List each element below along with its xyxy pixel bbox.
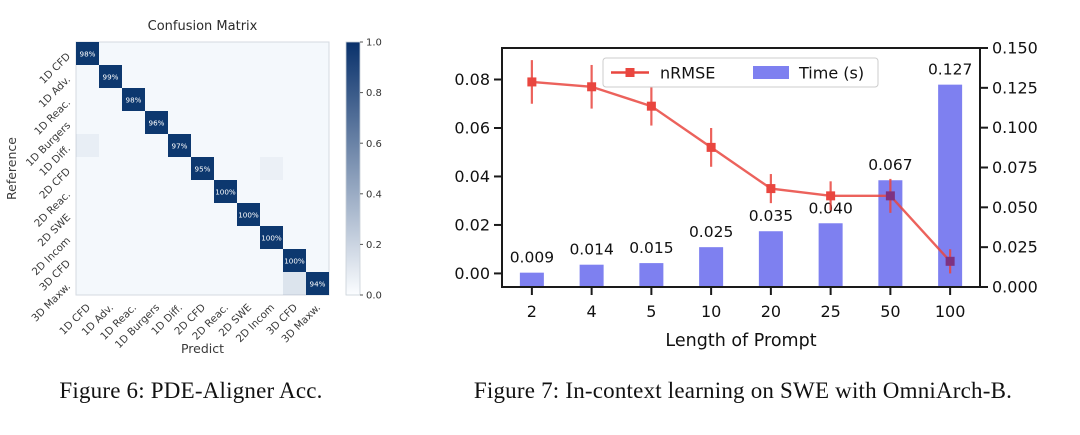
nrmse-marker xyxy=(706,142,716,152)
cm-ylabel: Reference xyxy=(4,137,19,200)
cm-diagonal-cell xyxy=(283,249,306,272)
legend-box xyxy=(602,57,879,88)
cm-cell-value: 99% xyxy=(103,72,119,81)
nrmse-marker xyxy=(646,101,656,111)
legend-nrmse-marker xyxy=(625,68,635,77)
nrmse-marker xyxy=(766,184,776,194)
cm-cell-value: 98% xyxy=(126,95,142,104)
time-bar-label: 0.127 xyxy=(928,61,972,79)
nrmse-marker xyxy=(826,191,836,201)
cm-diagonal-cell xyxy=(237,203,260,226)
time-bar-label: 0.035 xyxy=(749,207,793,225)
cm-colorbar-tick-label: 0.0 xyxy=(366,291,382,302)
cm-cell-value: 96% xyxy=(149,118,165,127)
cm-cell-value: 100% xyxy=(284,256,305,265)
cm-diagonal-cell xyxy=(306,272,329,295)
time-bar xyxy=(639,263,664,287)
cm-diagonal-cell xyxy=(122,88,145,111)
nrmse-marker xyxy=(945,256,955,266)
nrmse-marker xyxy=(587,82,597,92)
nrmse-marker xyxy=(527,77,537,87)
left-axis-tick-label: 0.08 xyxy=(454,70,490,89)
cm-cell-value: 100% xyxy=(215,187,236,196)
right-axis-tick-label: 0.125 xyxy=(992,78,1038,97)
cm-colorbar-tick-label: 0.4 xyxy=(366,189,382,200)
figure7-combo-chart: 0.009 0.014 0.015 0.025 0.035 0.040 0.067 0.127… xyxy=(430,0,1080,365)
cm-diagonal-cell xyxy=(214,180,237,203)
cm-faint-cell xyxy=(76,134,99,157)
right-axis-tick-label: 0.000 xyxy=(992,278,1038,297)
time-bar xyxy=(519,272,544,287)
right-axis-tick-label: 0.050 xyxy=(992,198,1038,217)
cm-colorbar-tick-label: 0.8 xyxy=(366,88,382,99)
x-axis-title: Length of Prompt xyxy=(665,331,816,351)
time-bar-label: 0.009 xyxy=(510,249,554,267)
cm-title: Confusion Matrix xyxy=(148,19,258,34)
time-bar xyxy=(699,247,724,287)
cm-cell-value: 100% xyxy=(261,233,282,242)
x-axis-tick-label: 4 xyxy=(587,302,597,321)
cm-cell-value: 100% xyxy=(238,210,259,219)
cm-cell-value: 98% xyxy=(80,49,96,58)
cm-colorbar-tick-label: 1.0 xyxy=(366,38,382,49)
time-bar-label: 0.025 xyxy=(689,223,733,241)
time-bar-label: 0.015 xyxy=(629,239,673,257)
right-axis-tick-label: 0.150 xyxy=(992,39,1038,58)
cm-diagonal-cell xyxy=(99,65,122,88)
time-bar-label: 0.067 xyxy=(868,156,912,174)
x-axis-tick-label: 10 xyxy=(701,302,721,321)
legend-nrmse-label: nRMSE xyxy=(660,64,715,83)
confusion-matrix-plot: Confusion Matrix 98% 99% 98% 96% 97% 95% 100% 10… xyxy=(4,19,382,356)
nrmse-line xyxy=(531,80,952,263)
cm-cell-value: 94% xyxy=(310,279,326,288)
cm-diagonal-cell xyxy=(191,157,214,180)
right-axis-tick-label: 0.100 xyxy=(992,118,1038,137)
nrmse-marker xyxy=(885,191,895,201)
cm-cell-value: 95% xyxy=(195,164,211,173)
cm-faint-cell xyxy=(260,157,283,180)
time-bar xyxy=(579,264,604,287)
legend-time-swatch xyxy=(753,66,789,79)
left-axis-tick-label: 0.06 xyxy=(454,118,490,137)
time-bar xyxy=(818,223,843,287)
x-axis-tick-label: 25 xyxy=(820,302,840,321)
cm-colorbar-tick-label: 0.6 xyxy=(366,139,382,150)
figure6-confusion-matrix: Confusion Matrix 98% 99% 98% 96% 97% 95% 100% 10… xyxy=(0,0,430,365)
time-bar xyxy=(758,231,783,287)
x-axis-tick-label: 50 xyxy=(880,302,900,321)
x-axis-tick-label: 20 xyxy=(761,302,781,321)
legend-time-label: Time (s) xyxy=(798,64,864,83)
left-axis-tick-label: 0.04 xyxy=(454,167,490,186)
x-axis-tick-label: 2 xyxy=(527,302,537,321)
cm-xlabel: Predict xyxy=(181,341,224,356)
cm-colorbar xyxy=(345,41,361,296)
figure7-caption: Figure 7: In-context learning on SWE wit… xyxy=(473,378,1013,403)
cm-diagonal-cell xyxy=(145,111,168,134)
right-axis-tick-label: 0.075 xyxy=(992,158,1038,177)
figure6-caption: Figure 6: PDE-Aligner Acc. xyxy=(59,378,323,403)
left-axis-tick-label: 0.02 xyxy=(454,215,490,234)
x-axis-tick-label: 5 xyxy=(646,302,656,321)
x-axis-tick-label: 100 xyxy=(935,302,966,321)
cm-cell-value: 97% xyxy=(172,141,188,150)
cm-diagonal-cell xyxy=(260,226,283,249)
time-bar-label: 0.014 xyxy=(569,241,613,259)
cm-colorbar-tick-label: 0.2 xyxy=(366,240,382,251)
cm-diagonal-cell xyxy=(76,42,99,65)
right-axis-tick-label: 0.025 xyxy=(992,238,1038,257)
left-axis-tick-label: 0.00 xyxy=(454,264,490,283)
cm-diagonal-cell xyxy=(168,134,191,157)
cm-faint-cell xyxy=(283,272,306,295)
